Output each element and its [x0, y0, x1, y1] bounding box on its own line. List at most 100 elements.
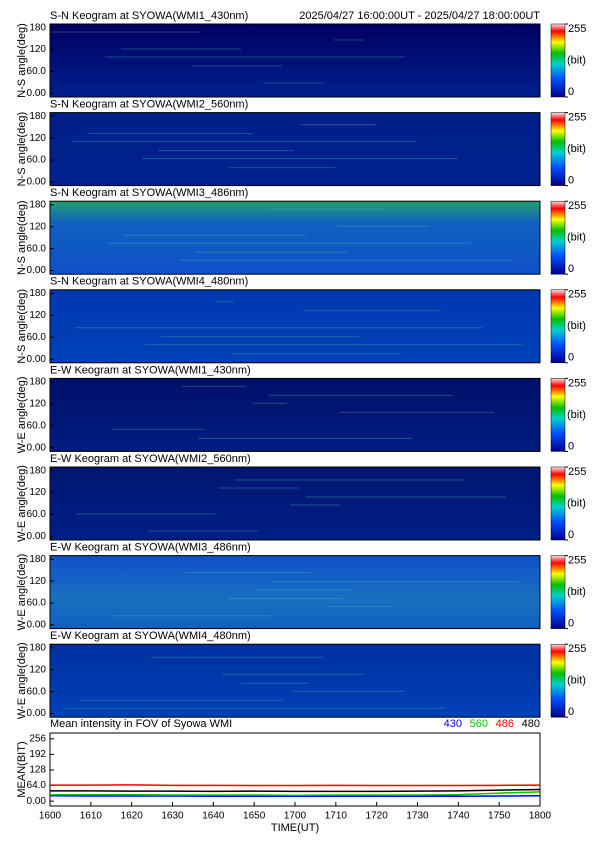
colorbar — [550, 112, 566, 186]
chart-title: Mean intensity in FOV of Syowa WMI — [50, 718, 232, 730]
y-tick-label: 120 — [29, 310, 46, 321]
colorbar — [550, 555, 566, 629]
colorbar — [550, 466, 566, 541]
colorbar-label: (bit) — [567, 320, 586, 332]
colorbar — [550, 23, 566, 98]
colorbar-label: (bit) — [567, 409, 586, 421]
legend-entry: 430 — [444, 718, 462, 730]
panel-title: E-W Keogram at SYOWA(WMI1_430nm) — [50, 364, 251, 376]
y-tick-label: 60.0 — [27, 509, 47, 520]
panel-title: E-W Keogram at SYOWA(WMI2_560nm) — [50, 453, 251, 465]
colorbar-label: (bit) — [567, 675, 586, 687]
y-tick-label: 120 — [29, 133, 46, 144]
colorbar — [550, 643, 566, 718]
colorbar-tick-label: 0 — [568, 706, 574, 718]
axis-frame — [49, 112, 541, 187]
y-tick-label: 120 — [29, 576, 46, 587]
legend-entry: 560 — [470, 718, 488, 730]
panel-title: E-W Keogram at SYOWA(WMI3_486nm) — [50, 542, 251, 554]
y-tick-label: 120 — [29, 221, 46, 232]
y-tick-label: 180 — [29, 22, 46, 33]
y-tick-label: 256 — [29, 733, 46, 744]
y-tick-label: 128 — [29, 765, 46, 776]
colorbar-tick-label: 0 — [568, 352, 574, 364]
y-tick-label: 180 — [29, 465, 46, 476]
series-line — [50, 788, 541, 793]
y-axis-label: N-S angle(deg) — [16, 289, 28, 364]
keogram-image — [50, 112, 540, 186]
y-axis-label: N-S angle(deg) — [16, 23, 28, 98]
y-tick-label: 120 — [29, 44, 46, 55]
series-line — [50, 784, 541, 787]
y-tick-label: 120 — [29, 487, 46, 498]
y-tick-label: 0.00 — [27, 177, 47, 188]
x-tick-label: 1640 — [202, 811, 225, 822]
panel-title: E-W Keogram at SYOWA(WMI4_480nm) — [50, 630, 251, 642]
axis-frame — [49, 643, 541, 718]
keogram-image — [50, 201, 540, 275]
y-tick-label: 60.0 — [27, 155, 47, 166]
axis-frame — [49, 289, 541, 364]
y-tick-label: 64.0 — [27, 780, 47, 791]
y-tick-label: 60.0 — [27, 332, 47, 343]
colorbar-tick-label: 255 — [568, 466, 586, 478]
y-tick-label: 0.00 — [27, 796, 47, 807]
y-tick-label: 0.00 — [27, 708, 47, 719]
colorbar-label: (bit) — [567, 54, 586, 66]
y-tick-label: 180 — [29, 377, 46, 388]
colorbar — [550, 289, 566, 364]
y-axis-label: W-E angle(deg) — [16, 376, 28, 453]
colorbar — [550, 200, 566, 275]
legend-entry: 486 — [496, 718, 514, 730]
colorbar-tick-label: 0 — [568, 86, 574, 98]
y-tick-label: 180 — [29, 111, 46, 122]
colorbar-tick-label: 255 — [568, 112, 586, 124]
y-tick-label: 0.00 — [27, 620, 47, 631]
axis-frame — [49, 23, 541, 98]
panel-title: S-N Keogram at SYOWA(WMI3_486nm) — [50, 187, 248, 199]
panel-subtitle: 2025/04/27 16:00:00UT - 2025/04/27 18:00… — [299, 10, 540, 22]
x-axis-label: TIME(UT) — [271, 822, 319, 834]
y-tick-label: 60.0 — [27, 66, 47, 77]
x-tick-label: 1630 — [161, 811, 184, 822]
colorbar-tick-label: 255 — [568, 23, 586, 35]
panel-title: S-N Keogram at SYOWA(WMI1_430nm) — [50, 10, 248, 22]
axis-frame — [49, 555, 541, 630]
y-tick-label: 120 — [29, 664, 46, 675]
x-tick-label: 1710 — [325, 811, 348, 822]
x-tick-label: 1740 — [447, 811, 470, 822]
axis-frame — [49, 200, 541, 275]
colorbar-tick-label: 0 — [568, 175, 574, 187]
y-axis-label: N-S angle(deg) — [16, 112, 28, 187]
y-tick-label: 180 — [29, 288, 46, 299]
y-axis-label: W-E angle(deg) — [16, 465, 28, 542]
colorbar-label: (bit) — [567, 232, 586, 244]
y-tick-label: 180 — [29, 554, 46, 565]
keogram-image — [50, 289, 540, 363]
x-tick-label: 1600 — [39, 811, 62, 822]
y-tick-label: 192 — [29, 749, 46, 760]
colorbar — [550, 378, 566, 452]
y-tick-label: 0.00 — [27, 442, 47, 453]
keogram-image — [50, 378, 540, 452]
keogram-image — [50, 644, 540, 718]
y-tick-label: 60.0 — [27, 420, 47, 431]
y-axis-label: MEAN(BIT) — [16, 741, 28, 797]
x-tick-label: 1800 — [529, 811, 552, 822]
y-axis-label: W-E angle(deg) — [16, 642, 28, 719]
colorbar-tick-label: 255 — [568, 643, 586, 655]
y-axis-label: N-S angle(deg) — [16, 200, 28, 275]
y-tick-label: 180 — [29, 642, 46, 653]
x-tick-label: 1650 — [243, 811, 266, 822]
y-tick-label: 180 — [29, 199, 46, 210]
colorbar-tick-label: 0 — [568, 440, 574, 452]
y-tick-label: 60.0 — [27, 243, 47, 254]
colorbar-label: (bit) — [567, 586, 586, 598]
y-tick-label: 60.0 — [27, 686, 47, 697]
legend-entry: 480 — [522, 718, 540, 730]
y-axis-label: W-E angle(deg) — [16, 554, 28, 631]
colorbar-tick-label: 0 — [568, 263, 574, 275]
x-tick-label: 1620 — [121, 811, 144, 822]
